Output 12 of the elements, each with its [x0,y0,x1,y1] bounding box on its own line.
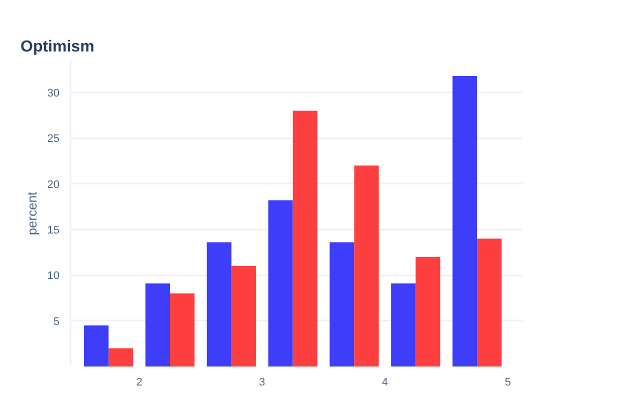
x-tick-label: 3 [259,376,266,388]
y-axis-title: percent [24,191,40,236]
x-tick-label: 4 [382,376,388,388]
x-tick-label: 5 [504,376,511,388]
y-tick-label: 20 [47,178,60,191]
y-tick-label: 30 [47,87,60,100]
y-tick-label: 25 [47,133,60,146]
y-tick-label: 15 [47,224,60,236]
chart-title: Optimism [20,38,94,56]
x-tick-label: 2 [136,376,142,388]
y-tick-label: 10 [47,270,60,282]
y-tick-label: 5 [53,316,60,328]
